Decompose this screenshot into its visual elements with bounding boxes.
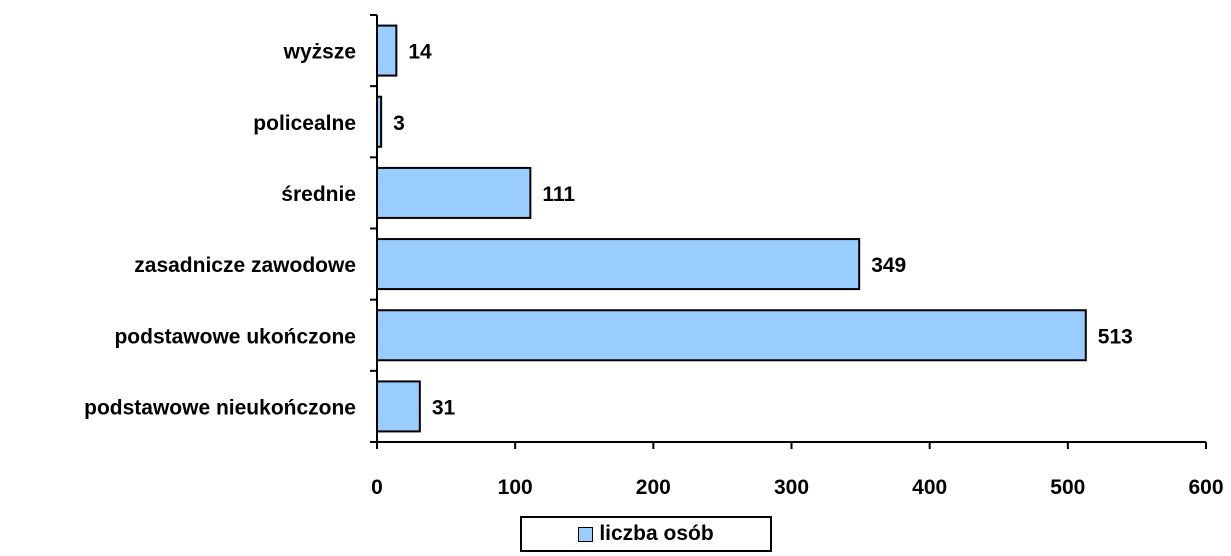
- x-tick-label-4: 400: [912, 476, 947, 499]
- data-label-4: 513: [1098, 325, 1133, 348]
- bar-5: [376, 380, 421, 433]
- category-label-0: wyższe: [283, 41, 356, 64]
- x-tick-label-2: 200: [636, 476, 671, 499]
- legend-swatch-icon: [578, 526, 594, 542]
- data-label-1: 3: [393, 112, 405, 135]
- category-label-4: podstawowe ukończone: [114, 325, 356, 348]
- labels-group: 14 wyższe 3 policealne 111 średnie 349 zasadnic…: [84, 41, 1223, 499]
- category-label-3: zasadnicze zawodowe: [134, 254, 356, 277]
- x-tick-label-0: 0: [371, 476, 383, 499]
- data-label-3: 349: [871, 254, 906, 277]
- category-label-2: średnie: [281, 183, 356, 206]
- x-tick-label-1: 100: [498, 476, 533, 499]
- data-label-2: 111: [542, 183, 575, 206]
- category-label-5: podstawowe nieukończone: [84, 396, 356, 419]
- x-tick-label-5: 500: [1050, 476, 1085, 499]
- axes-group: [370, 14, 1207, 449]
- x-tick-label-6: 600: [1188, 476, 1223, 499]
- bar-4: [376, 309, 1087, 362]
- data-label-5: 31: [432, 396, 456, 419]
- data-label-0: 14: [408, 41, 432, 64]
- x-tick-label-3: 300: [774, 476, 809, 499]
- bar-0: [376, 24, 398, 77]
- chart-legend: liczba osób: [520, 516, 772, 552]
- bar-3: [376, 238, 861, 291]
- category-label-1: policealne: [253, 112, 356, 135]
- bar-2: [376, 166, 532, 219]
- bars-group: [376, 24, 1087, 433]
- legend-label: liczba osób: [599, 522, 714, 545]
